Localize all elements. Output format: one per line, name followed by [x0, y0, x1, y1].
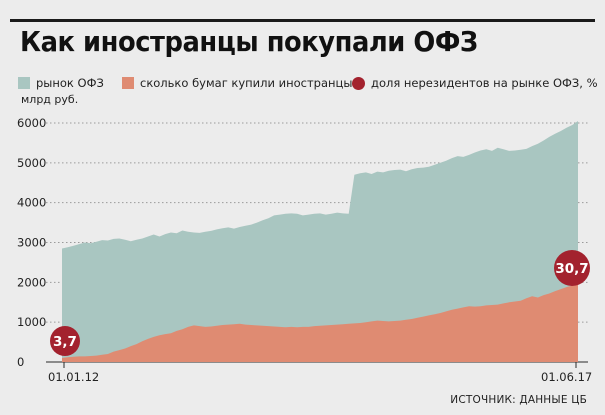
legend-label-market: рынок ОФЗ — [36, 76, 104, 90]
y-tick-label-3000: 3000 — [17, 236, 46, 250]
title-rule — [10, 19, 595, 71]
share-bubble-start — [50, 326, 80, 356]
share-bubble-end — [554, 250, 590, 286]
y-axis-unit: млрд руб. — [21, 93, 79, 106]
x-axis-ticks: 01.01.12 01.06.17 — [48, 362, 592, 384]
y-tick-label-6000: 6000 — [17, 116, 46, 130]
y-tick-label-4000: 4000 — [17, 196, 46, 210]
x-tick-label-start: 01.01.12 — [48, 370, 99, 384]
x-tick-label-end: 01.06.17 — [541, 370, 592, 384]
y-tick-label-5000: 5000 — [17, 156, 46, 170]
legend-item-market: рынок ОФЗ — [18, 76, 104, 90]
legend: рынок ОФЗ сколько бумаг купили иностранц… — [18, 76, 598, 94]
y-axis-ticks: 0 1000 2000 3000 4000 5000 6000 — [17, 116, 46, 369]
foreign-area — [62, 283, 578, 362]
market-area — [62, 121, 578, 362]
y-tick-label-2000: 2000 — [17, 275, 46, 289]
legend-label-foreign: сколько бумаг купили иностранцы — [140, 76, 353, 90]
share-annotations: 3,7 30,7 — [50, 250, 590, 356]
y-tick-label-0: 0 — [17, 355, 24, 369]
legend-swatch-foreign — [122, 77, 134, 89]
legend-item-share: доля нерезидентов на рынке ОФЗ, % — [352, 76, 598, 90]
legend-swatch-market — [18, 77, 30, 89]
legend-label-share: доля нерезидентов на рынке ОФЗ, % — [371, 76, 598, 90]
share-bubble-label-end: 30,7 — [555, 261, 588, 277]
legend-item-foreign: сколько бумаг купили иностранцы — [122, 76, 352, 90]
legend-dot-share — [352, 76, 365, 90]
area-layers — [62, 121, 578, 362]
share-bubble-label-start: 3,7 — [53, 334, 77, 350]
y-tick-label-1000: 1000 — [17, 315, 46, 329]
source-note: ИСТОЧНИК: ДАННЫЕ ЦБ — [450, 394, 587, 406]
chart-title: Как иностранцы покупали ОФЗ — [20, 25, 478, 58]
